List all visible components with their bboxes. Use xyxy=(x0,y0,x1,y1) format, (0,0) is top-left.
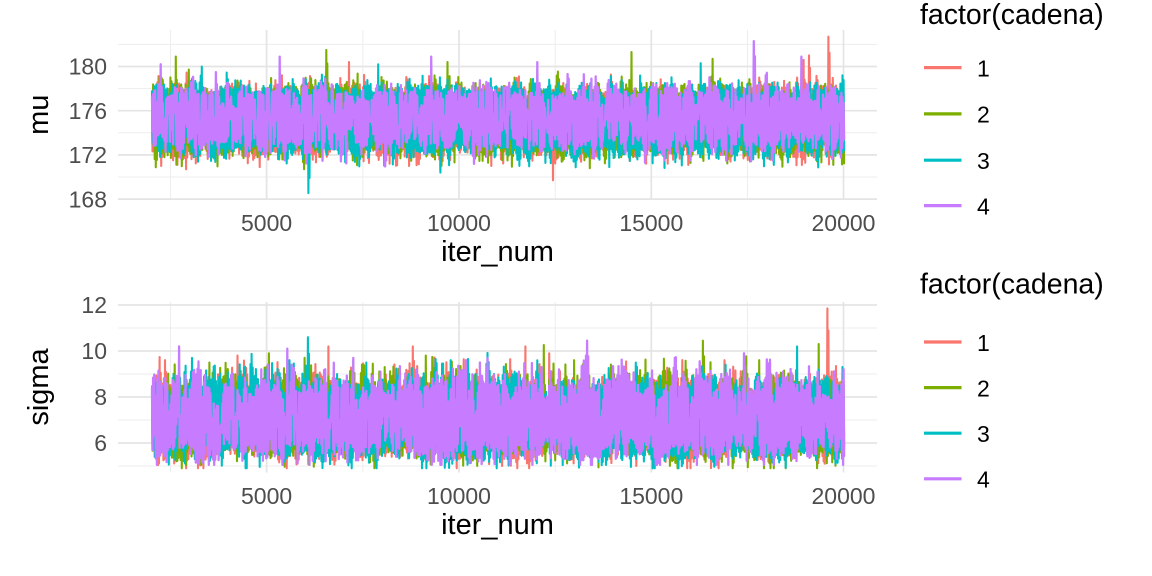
svg-text:10: 10 xyxy=(81,338,107,364)
svg-text:180: 180 xyxy=(69,54,107,80)
svg-text:168: 168 xyxy=(69,186,107,212)
svg-text:8: 8 xyxy=(94,384,107,410)
svg-text:5000: 5000 xyxy=(241,210,292,236)
svg-text:172: 172 xyxy=(69,142,107,168)
svg-text:10000: 10000 xyxy=(427,483,491,509)
svg-text:10000: 10000 xyxy=(427,210,491,236)
svg-text:12: 12 xyxy=(81,292,107,318)
svg-text:20000: 20000 xyxy=(812,483,876,509)
svg-text:factor(cadena): factor(cadena) xyxy=(920,0,1104,31)
svg-text:1: 1 xyxy=(977,55,990,81)
svg-text:4: 4 xyxy=(977,193,990,219)
svg-text:20000: 20000 xyxy=(812,210,876,236)
svg-text:3: 3 xyxy=(977,148,990,174)
svg-text:mu: mu xyxy=(23,95,55,135)
svg-text:iter_num: iter_num xyxy=(441,509,554,541)
svg-text:6: 6 xyxy=(94,430,107,456)
svg-text:2: 2 xyxy=(977,102,990,128)
svg-text:15000: 15000 xyxy=(619,210,683,236)
svg-text:5000: 5000 xyxy=(241,483,292,509)
svg-text:factor(cadena): factor(cadena) xyxy=(920,269,1104,301)
svg-text:4: 4 xyxy=(977,467,990,493)
svg-text:2: 2 xyxy=(977,375,990,401)
svg-text:iter_num: iter_num xyxy=(441,236,554,268)
svg-text:176: 176 xyxy=(69,98,107,124)
svg-text:3: 3 xyxy=(977,421,990,447)
svg-text:sigma: sigma xyxy=(23,347,55,425)
svg-text:1: 1 xyxy=(977,330,990,356)
svg-text:15000: 15000 xyxy=(619,483,683,509)
